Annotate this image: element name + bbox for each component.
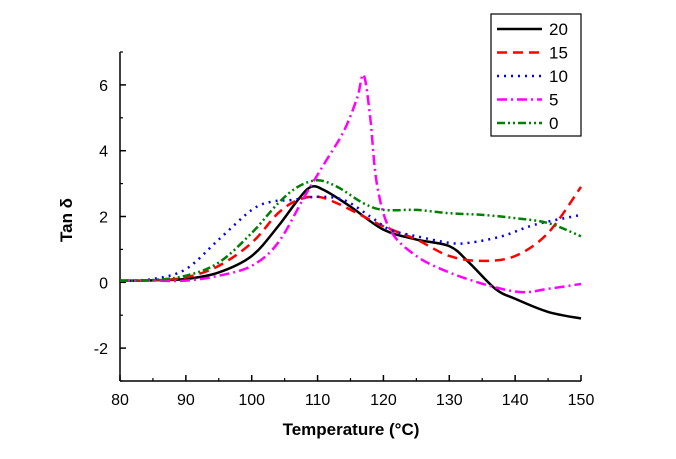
legend: 20 15 10 5 0 (490, 13, 582, 137)
x-tick-label: 100 (238, 392, 265, 409)
x-tick-label: 90 (177, 392, 195, 409)
x-tick-label: 120 (370, 392, 397, 409)
series-line-5 (120, 73, 582, 294)
x-tick-label: 140 (502, 392, 529, 409)
y-tick-label: 6 (99, 78, 108, 95)
series-line-10 (119, 195, 582, 282)
x-tick-label: 110 (305, 392, 331, 409)
legend-label-0: 0 (549, 114, 558, 133)
series-line-15 (119, 186, 583, 282)
series-layer (119, 73, 583, 320)
y-axis-ticks: -2 0 2 4 6 (94, 51, 126, 382)
x-tick-label: 80 (111, 392, 129, 409)
series-line-0 (119, 179, 582, 282)
legend-label-15: 15 (549, 44, 568, 63)
x-axis-label: Temperature (°C) (283, 420, 420, 439)
legend-label-5: 5 (549, 91, 558, 110)
y-tick-label: 2 (99, 210, 108, 227)
x-tick-label: 150 (568, 392, 595, 409)
y-axis-label: Tan δ (57, 198, 76, 242)
y-tick-label: 0 (99, 275, 108, 292)
x-axis-ticks: 80 90 100 110 120 130 140 150 (111, 375, 594, 409)
y-tick-label: -2 (94, 341, 108, 358)
x-tick-label: 130 (436, 392, 463, 409)
series-line-20 (119, 185, 582, 320)
legend-label-10: 10 (549, 67, 568, 86)
legend-label-20: 20 (549, 20, 568, 39)
y-tick-label: 4 (99, 144, 108, 161)
